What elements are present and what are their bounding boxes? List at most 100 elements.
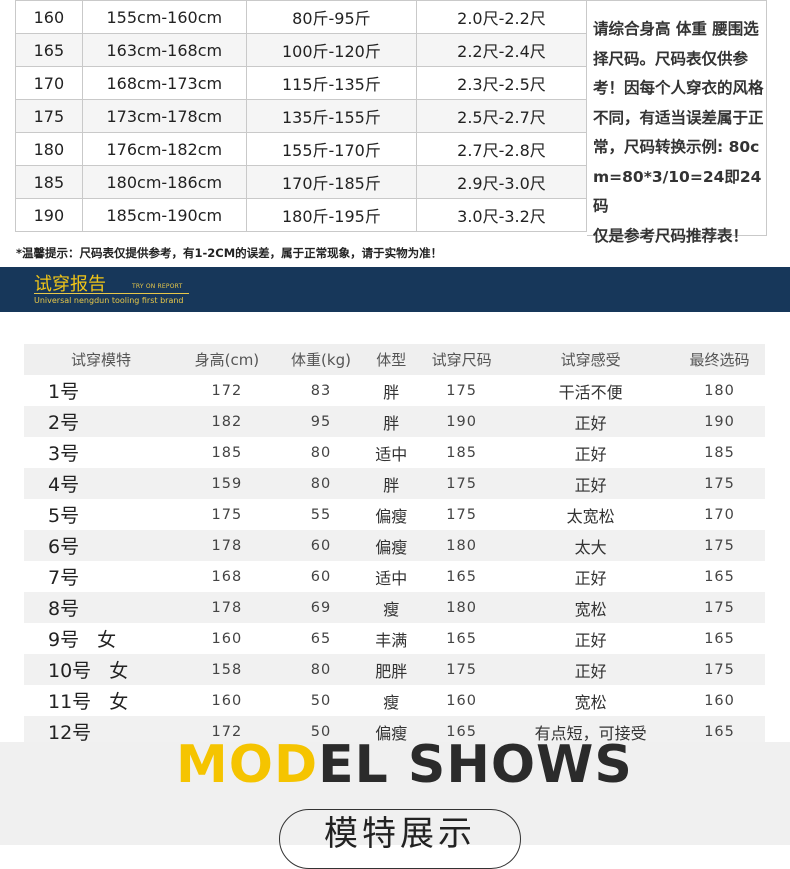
size-row: 180 176cm-182cm 155斤-170斤 2.7尺-2.8尺 bbox=[15, 132, 588, 166]
model-number: 5号 bbox=[48, 505, 80, 527]
model-shows-title-part2: EL SHOWS bbox=[318, 735, 633, 795]
report-body-cell: 丰满 bbox=[366, 623, 417, 654]
size-note: 请综合身高 体重 腰围选择尺码。尺码表仅供参考！因每个人穿衣的风格不同，有适当误… bbox=[587, 0, 767, 245]
model-cell: 11号女 bbox=[24, 685, 179, 716]
report-final-cell: 165 bbox=[674, 716, 765, 747]
size-height-cell: 173cm-178cm bbox=[81, 99, 247, 133]
report-final-cell: 185 bbox=[674, 437, 765, 468]
report-row: 10号女 158 80 肥胖 175 正好 175 bbox=[24, 654, 765, 685]
size-height-cell: 155cm-160cm bbox=[81, 0, 247, 34]
report-feel-cell: 正好 bbox=[507, 468, 675, 499]
size-code-cell: 160 bbox=[15, 0, 83, 34]
model-gender: 女 bbox=[109, 691, 129, 713]
model-number: 7号 bbox=[48, 567, 80, 589]
report-size-cell: 165 bbox=[416, 623, 508, 654]
report-final-cell: 165 bbox=[674, 561, 765, 592]
size-weight-cell: 115斤-135斤 bbox=[245, 66, 417, 100]
report-final-cell: 175 bbox=[674, 592, 765, 623]
report-size-cell: 185 bbox=[416, 437, 508, 468]
size-weight-cell: 155斤-170斤 bbox=[245, 132, 417, 166]
report-body-cell: 胖 bbox=[366, 375, 417, 406]
report-size-cell: 175 bbox=[416, 375, 508, 406]
report-height-cell: 160 bbox=[178, 685, 276, 716]
report-final-cell: 175 bbox=[674, 530, 765, 561]
size-code-cell: 170 bbox=[15, 66, 83, 100]
model-gender: 女 bbox=[97, 629, 117, 651]
model-cell: 8号 bbox=[24, 592, 179, 623]
model-number: 8号 bbox=[48, 598, 80, 620]
report-weight-cell: 83 bbox=[275, 375, 367, 406]
report-final-cell: 190 bbox=[674, 406, 765, 437]
report-row: 2号 182 95 胖 190 正好 190 bbox=[24, 406, 765, 437]
report-row: 12号 172 50 偏瘦 165 有点短，可接受 165 bbox=[24, 716, 765, 747]
banner-tag: TRY ON REPORT bbox=[132, 283, 183, 290]
report-row: 6号 178 60 偏瘦 180 太大 175 bbox=[24, 530, 765, 561]
report-feel-cell: 干活不便 bbox=[507, 375, 675, 406]
report-header-cell: 试穿尺码 bbox=[416, 344, 508, 375]
size-row: 170 168cm-173cm 115斤-135斤 2.3尺-2.5尺 bbox=[15, 66, 588, 100]
report-row: 3号 185 80 适中 185 正好 185 bbox=[24, 437, 765, 468]
report-size-cell: 165 bbox=[416, 561, 508, 592]
report-height-cell: 160 bbox=[178, 623, 276, 654]
report-body-cell: 适中 bbox=[366, 437, 417, 468]
report-feel-cell: 宽松 bbox=[507, 592, 675, 623]
size-weight-cell: 180斤-195斤 bbox=[245, 198, 417, 232]
report-body-cell: 胖 bbox=[366, 406, 417, 437]
report-body-cell: 肥胖 bbox=[366, 654, 417, 685]
report-weight-cell: 55 bbox=[275, 499, 367, 530]
report-row: 7号 168 60 适中 165 正好 165 bbox=[24, 561, 765, 592]
report-final-cell: 165 bbox=[674, 623, 765, 654]
report-height-cell: 175 bbox=[178, 499, 276, 530]
model-shows-title-part1: MOD bbox=[176, 735, 319, 795]
model-cell: 10号女 bbox=[24, 654, 179, 685]
report-size-cell: 180 bbox=[416, 530, 508, 561]
model-number: 3号 bbox=[48, 443, 80, 465]
model-number: 1号 bbox=[48, 381, 80, 403]
report-final-cell: 175 bbox=[674, 654, 765, 685]
size-row: 185 180cm-186cm 170斤-185斤 2.9尺-3.0尺 bbox=[15, 165, 588, 199]
report-size-cell: 160 bbox=[416, 685, 508, 716]
size-weight-cell: 100斤-120斤 bbox=[245, 33, 417, 67]
report-feel-cell: 正好 bbox=[507, 623, 675, 654]
size-code-cell: 185 bbox=[15, 165, 83, 199]
size-waist-cell: 2.9尺-3.0尺 bbox=[415, 165, 588, 199]
size-waist-cell: 2.7尺-2.8尺 bbox=[415, 132, 588, 166]
report-body-cell: 偏瘦 bbox=[366, 716, 417, 747]
report-body-cell: 偏瘦 bbox=[366, 530, 417, 561]
size-waist-cell: 2.0尺-2.2尺 bbox=[415, 0, 588, 34]
model-cell: 7号 bbox=[24, 561, 179, 592]
report-body-cell: 瘦 bbox=[366, 685, 417, 716]
report-header-row: 试穿模特 身高(cm) 体重(kg) 体型 试穿尺码 试穿感受 最终选码 bbox=[24, 344, 765, 375]
report-row: 5号 175 55 偏瘦 175 太宽松 170 bbox=[24, 499, 765, 530]
report-header-cell: 试穿感受 bbox=[507, 344, 675, 375]
report-weight-cell: 80 bbox=[275, 654, 367, 685]
report-weight-cell: 80 bbox=[275, 437, 367, 468]
report-weight-cell: 60 bbox=[275, 530, 367, 561]
report-height-cell: 158 bbox=[178, 654, 276, 685]
model-number: 11号 bbox=[48, 691, 92, 713]
report-final-cell: 170 bbox=[674, 499, 765, 530]
report-feel-cell: 太大 bbox=[507, 530, 675, 561]
size-waist-cell: 2.5尺-2.7尺 bbox=[415, 99, 588, 133]
report-row: 4号 159 80 胖 175 正好 175 bbox=[24, 468, 765, 499]
report-row: 11号女 160 50 瘦 160 宽松 160 bbox=[24, 685, 765, 716]
report-body-cell: 适中 bbox=[366, 561, 417, 592]
size-weight-cell: 135斤-155斤 bbox=[245, 99, 417, 133]
report-row: 9号女 160 65 丰满 165 正好 165 bbox=[24, 623, 765, 654]
size-weight-cell: 80斤-95斤 bbox=[245, 0, 417, 34]
size-height-cell: 168cm-173cm bbox=[81, 66, 247, 100]
model-cell: 1号 bbox=[24, 375, 179, 406]
size-row: 175 173cm-178cm 135斤-155斤 2.5尺-2.7尺 bbox=[15, 99, 588, 133]
model-cell: 2号 bbox=[24, 406, 179, 437]
size-height-cell: 185cm-190cm bbox=[81, 198, 247, 232]
size-waist-cell: 3.0尺-3.2尺 bbox=[415, 198, 588, 232]
report-header-cell: 最终选码 bbox=[674, 344, 765, 375]
report-weight-cell: 60 bbox=[275, 561, 367, 592]
model-shows-subtitle: 模特展示 bbox=[279, 809, 521, 869]
report-final-cell: 180 bbox=[674, 375, 765, 406]
size-table: 160 155cm-160cm 80斤-95斤 2.0尺-2.2尺 165 163cm-1… bbox=[15, 0, 588, 232]
size-code-cell: 180 bbox=[15, 132, 83, 166]
report-weight-cell: 50 bbox=[275, 685, 367, 716]
banner-subtitle: Universal nengdun tooling first brand bbox=[34, 296, 184, 305]
report-body-cell: 胖 bbox=[366, 468, 417, 499]
